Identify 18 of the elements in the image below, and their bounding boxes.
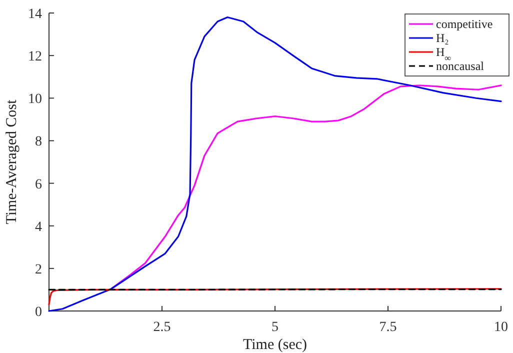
y-tick-label: 8 (35, 134, 42, 150)
x-tick-label: 2.5 (153, 320, 171, 335)
y-tick-label: 14 (28, 7, 42, 22)
y-axis-title: Time-Averaged Cost (4, 98, 20, 224)
y-tick-label: 6 (35, 177, 42, 192)
legend-label: competitive (436, 17, 493, 31)
y-tick-label: 0 (35, 305, 42, 320)
legend-label: H₂ (436, 31, 449, 45)
y-tick-label: 10 (28, 92, 42, 108)
line-series (110, 84, 502, 290)
y-tick-label: 2 (35, 262, 42, 278)
y-tick-label: 4 (35, 220, 42, 235)
x-tick-label: 10 (494, 320, 508, 335)
x-axis-title: Time (sec) (242, 337, 308, 353)
y-tick-label: 12 (28, 50, 42, 65)
x-tick-label: 7.5 (379, 320, 397, 335)
x-tick-label: 5 (272, 320, 278, 335)
line-series (48, 16, 502, 312)
